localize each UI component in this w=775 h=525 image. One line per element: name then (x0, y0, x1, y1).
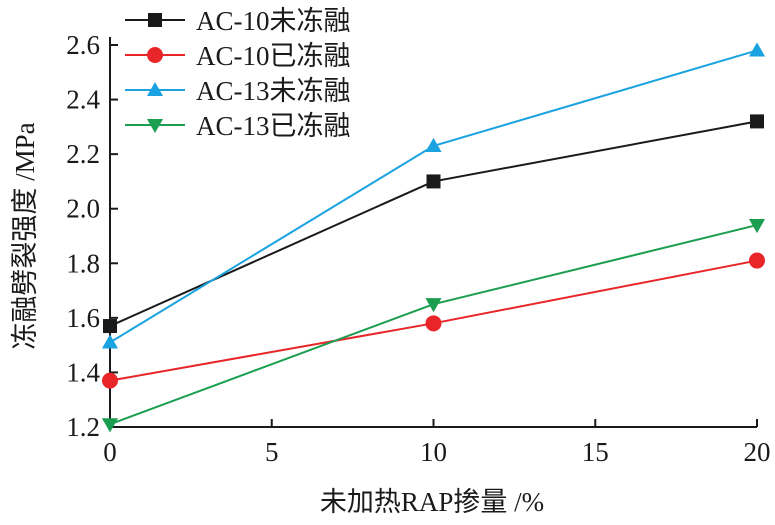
legend: AC-10未冻融 AC-10已冻融 AC-13未冻融 AC-13已冻融 (125, 6, 351, 141)
y-tick-label: 2.4 (66, 85, 100, 115)
x-tick-label: 15 (582, 437, 609, 467)
series-line-1 (109, 120, 758, 327)
y-tick-label: 1.2 (66, 412, 100, 442)
y-tick-label: 2.6 (66, 30, 100, 60)
data-point-series-1 (426, 174, 441, 189)
x-tick-label: 5 (265, 437, 279, 467)
data-point-series-3 (425, 137, 442, 152)
legend-label-2: AC-10已冻融 (196, 41, 351, 71)
legend-marker-2 (147, 47, 163, 63)
y-axis-title: 冻融劈裂强度 /MPa (10, 122, 40, 349)
data-point-series-1 (103, 319, 117, 334)
y-tick-label: 1.6 (66, 303, 100, 333)
data-point-series-4 (748, 219, 766, 234)
data-point-series-3 (748, 42, 766, 57)
legend-marker-4 (146, 118, 164, 134)
data-point-series-3 (101, 334, 119, 349)
x-axis-title: 未加热RAP掺量 /% (320, 487, 544, 517)
data-point-series-4 (425, 298, 442, 313)
legend-label-4: AC-13已冻融 (196, 111, 351, 141)
series-lines (109, 49, 758, 426)
y-tick-label: 2.0 (66, 194, 100, 224)
legend-label-1: AC-10未冻融 (196, 6, 351, 36)
data-point-series-4 (101, 418, 119, 433)
data-point-series-2 (749, 252, 765, 269)
x-tick-label: 0 (103, 437, 117, 467)
y-tick-label: 1.4 (66, 357, 100, 387)
axes: 0 5 10 15 20 1.2 1.4 1.6 1.8 2.0 2.2 2.4 2.6 (66, 30, 770, 467)
x-tick-label: 20 (744, 437, 771, 467)
x-tick-label: 10 (420, 437, 447, 467)
legend-marker-1 (148, 13, 162, 27)
y-tick-label: 2.2 (66, 139, 100, 169)
data-point-series-2 (102, 372, 118, 389)
series-markers (101, 42, 766, 433)
data-point-series-1 (750, 114, 764, 129)
legend-marker-3 (146, 81, 164, 97)
data-point-series-2 (425, 315, 442, 332)
y-tick-label: 1.8 (66, 248, 100, 278)
legend-label-3: AC-13未冻融 (196, 76, 351, 106)
